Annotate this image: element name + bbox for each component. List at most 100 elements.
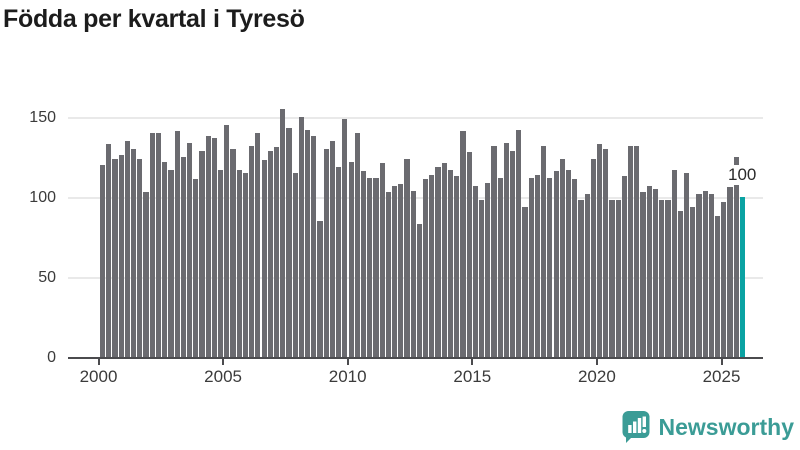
- bar: [715, 216, 721, 357]
- bar: [106, 144, 112, 357]
- bar: [454, 176, 460, 357]
- bar: [534, 174, 541, 357]
- x-axis-tick: [222, 359, 225, 365]
- bar: [621, 176, 628, 357]
- bar: [497, 177, 503, 357]
- x-tick-label: 2015: [453, 367, 492, 386]
- bar: [354, 133, 360, 357]
- bar: [329, 141, 336, 357]
- newsworthy-logo-text: Newsworthy: [658, 413, 794, 440]
- bar: [472, 185, 478, 357]
- bar: [510, 150, 516, 357]
- bar: [373, 177, 379, 357]
- bar: [578, 200, 584, 357]
- bar: [168, 169, 174, 357]
- bars-container: [100, 0, 765, 358]
- bar: [261, 160, 267, 357]
- bar: [603, 149, 609, 357]
- bar: [162, 161, 168, 357]
- bar: [541, 145, 547, 357]
- bar: [615, 200, 621, 357]
- bar: [696, 193, 702, 357]
- bar: [131, 149, 137, 357]
- bar: [727, 187, 733, 357]
- bar: [478, 200, 485, 357]
- bar: [429, 174, 435, 357]
- bar: [590, 158, 596, 357]
- x-axis-line: [68, 357, 763, 359]
- bar: [677, 211, 683, 357]
- chart-title: Födda per kvartal i Tyresö: [3, 5, 305, 33]
- bar: [155, 133, 162, 357]
- bar: [597, 144, 603, 357]
- bar: [236, 169, 242, 357]
- bar: [323, 149, 329, 357]
- bar: [360, 171, 367, 357]
- y-tick-label: 150: [29, 109, 56, 126]
- bar: [367, 177, 373, 357]
- bar: [516, 129, 522, 357]
- bar: [348, 161, 354, 357]
- x-axis-tick: [346, 359, 349, 365]
- bar: [224, 125, 230, 357]
- bar: [565, 169, 572, 357]
- bar: [305, 129, 311, 357]
- bar: [186, 142, 193, 357]
- bar: [572, 179, 578, 357]
- bar: [218, 169, 224, 357]
- bar: [609, 200, 615, 357]
- bar: [634, 145, 640, 357]
- bar: [416, 224, 423, 357]
- highlight-value-label: 100: [725, 165, 760, 185]
- bar: [280, 109, 286, 357]
- bar: [391, 185, 398, 357]
- y-tick-label: 50: [38, 269, 56, 286]
- bar: [100, 165, 106, 357]
- bar: [199, 150, 205, 357]
- bar: [112, 158, 118, 357]
- bar: [435, 166, 441, 357]
- bar: [286, 128, 292, 357]
- bar: [423, 179, 429, 357]
- x-tick-label: 2000: [79, 367, 118, 386]
- bar-highlighted: [739, 197, 746, 357]
- bar: [249, 145, 255, 357]
- x-tick-label: 2025: [702, 367, 741, 386]
- bar: [447, 169, 454, 357]
- bar: [137, 158, 143, 357]
- bar: [242, 173, 249, 357]
- bar: [230, 149, 236, 357]
- x-axis-tick: [97, 359, 100, 365]
- bar: [193, 179, 199, 357]
- bar: [174, 131, 180, 357]
- bar: [118, 155, 124, 357]
- bar: [708, 193, 715, 357]
- bar: [733, 157, 739, 357]
- bar: [547, 177, 553, 357]
- newsworthy-logo[interactable]: Newsworthy: [621, 410, 794, 444]
- bar: [665, 200, 671, 357]
- x-tick-label: 2020: [577, 367, 616, 386]
- bar: [640, 192, 646, 357]
- x-tick-label: 2005: [204, 367, 242, 386]
- bar: [267, 150, 273, 357]
- bar: [149, 133, 155, 357]
- bar: [298, 117, 304, 357]
- bar: [721, 201, 727, 357]
- y-tick-label: 100: [29, 189, 56, 206]
- bar: [503, 142, 509, 357]
- bar: [559, 158, 565, 357]
- x-axis-tick: [720, 359, 723, 365]
- bar: [124, 141, 131, 357]
- bar: [385, 192, 391, 357]
- bar: [659, 200, 665, 357]
- bar: [404, 158, 410, 357]
- bar: [522, 206, 528, 357]
- bar: [342, 118, 348, 357]
- bar: [690, 206, 696, 357]
- bar: [441, 163, 447, 357]
- bar: [466, 152, 472, 357]
- bar: [485, 182, 491, 357]
- bar: [336, 166, 342, 357]
